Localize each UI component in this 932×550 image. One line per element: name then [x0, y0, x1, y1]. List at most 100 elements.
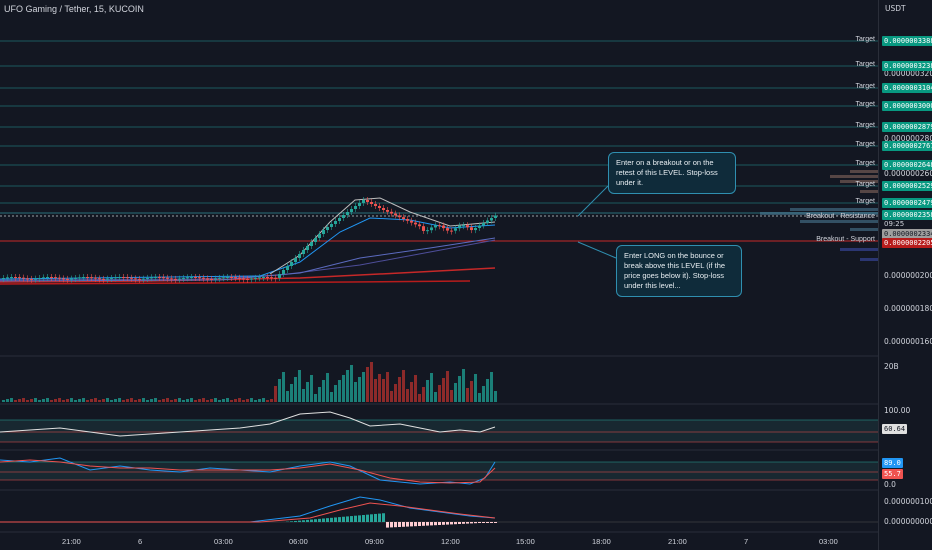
volume-bar [230, 400, 233, 402]
candle-body [86, 277, 89, 278]
volume-bar [154, 398, 157, 402]
volume-bar [14, 400, 17, 402]
macd-bar [294, 521, 297, 522]
callout-resistance[interactable]: Enter on a breakout or on the retest of … [608, 152, 736, 194]
volume-bar [386, 372, 389, 402]
volume-bar [226, 398, 229, 402]
volume-bar [122, 400, 125, 402]
volume-bar [282, 372, 285, 402]
candle-body [94, 278, 97, 279]
macd-bar [446, 522, 449, 525]
countdown-label: 09:25 [884, 220, 904, 228]
volume-bar [250, 398, 253, 402]
candle-body [370, 202, 373, 204]
macd-bar [330, 518, 333, 522]
volume-bar [342, 375, 345, 402]
candle-body [470, 227, 473, 230]
volume-bar [406, 389, 409, 402]
candle-body [42, 277, 45, 278]
macd-bar [394, 522, 397, 527]
candle-body [158, 277, 161, 278]
candle-body [314, 238, 317, 242]
candle-body [154, 277, 157, 278]
volume-bar [6, 399, 9, 402]
candle-body [262, 277, 265, 278]
candle-body [138, 279, 141, 280]
candle-body [182, 278, 185, 279]
volume-bar [202, 398, 205, 402]
volume-bar [490, 372, 493, 402]
macd-bar [398, 522, 401, 527]
volume-bar [298, 370, 301, 402]
volume-bar [426, 380, 429, 402]
candle-body [198, 277, 201, 278]
candle-body [278, 274, 281, 278]
macd-bar [314, 519, 317, 522]
candle-body [450, 231, 453, 232]
volume-bar [142, 398, 145, 402]
volume-bar [442, 378, 445, 402]
macd-bar [326, 518, 329, 522]
candle-body [190, 277, 193, 278]
macd-zero-label: 0.000000000 [884, 517, 932, 526]
candle-body [454, 228, 457, 230]
volume-bar [378, 374, 381, 402]
volume-bar [78, 399, 81, 402]
time-tick-label: 03:00 [819, 537, 838, 546]
candle-body [46, 277, 49, 278]
volume-bar [330, 392, 333, 402]
volume-bar [246, 399, 249, 402]
volume-bar [366, 367, 369, 402]
volume-bar [106, 398, 109, 402]
currency-label: USDT [885, 4, 906, 13]
macd-bar [482, 522, 485, 523]
macd-bar [426, 522, 429, 526]
candle-body [130, 278, 133, 279]
volume-bar [62, 400, 65, 402]
candle-body [434, 225, 437, 227]
candle-body [358, 203, 361, 206]
candle-body [126, 277, 129, 278]
volume-bar [22, 398, 25, 402]
macd-top-label: 0.000000100 [884, 497, 932, 506]
volume-bar [434, 392, 437, 402]
candle-body [486, 221, 489, 224]
candle-body [206, 278, 209, 279]
candle-body [378, 206, 381, 208]
macd-bar [406, 522, 409, 527]
volume-bar [54, 399, 57, 402]
candle-body [482, 223, 485, 226]
volume-bar [478, 393, 481, 402]
macd-bar [362, 515, 365, 522]
volume-bar [446, 371, 449, 402]
volume-bar [94, 398, 97, 402]
volume-bar [134, 400, 137, 402]
volume-bar [146, 400, 149, 402]
candle-body [178, 279, 181, 280]
price-tick-label: 0.0000002600 [884, 169, 932, 178]
stoch-k-tag: 89.0 [882, 458, 903, 468]
volume-bar [394, 384, 397, 402]
support-price-tag: 0.0000002205 [882, 238, 932, 248]
volume-bar [90, 399, 93, 402]
volume-bar [242, 400, 245, 402]
volume-bar [326, 373, 329, 402]
candle-body [438, 225, 441, 226]
volume-bar [138, 399, 141, 402]
volume-bar [58, 398, 61, 402]
price-tick-label: 0.0000001600 [884, 337, 932, 346]
candle-body [166, 278, 169, 279]
candle-body [186, 277, 189, 278]
macd-bar [298, 521, 301, 522]
target-lines [0, 41, 878, 203]
candle-body [114, 277, 117, 278]
target-label: Target [856, 122, 875, 129]
volume-bar [286, 391, 289, 402]
target-label: Target [856, 181, 875, 188]
volume-bar [130, 398, 133, 402]
volume-bar [218, 400, 221, 402]
candle-body [30, 279, 33, 280]
callout-support[interactable]: Enter LONG on the bounce or break above … [616, 245, 742, 297]
